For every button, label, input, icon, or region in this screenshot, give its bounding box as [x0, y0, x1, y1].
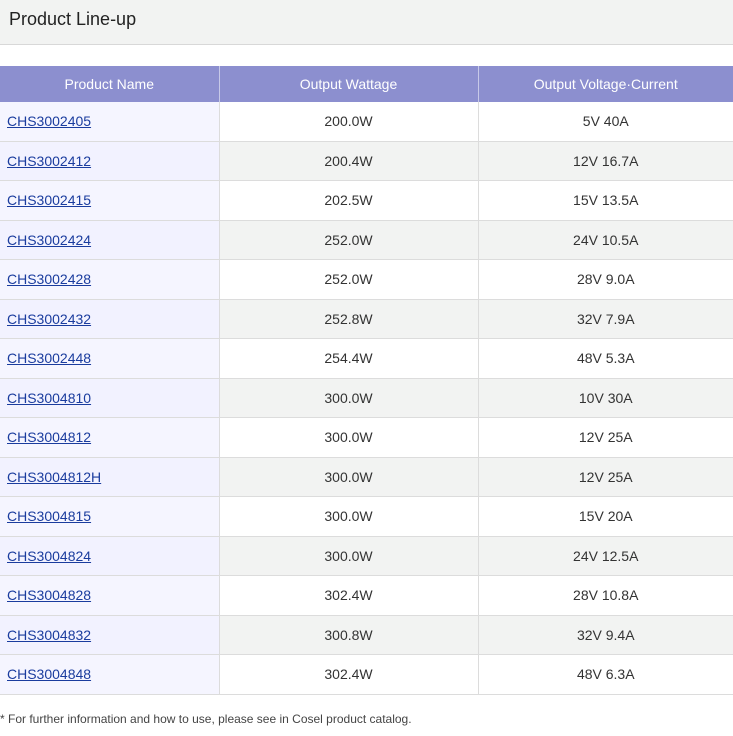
table-row: CHS3004848 302.4W 48V 6.3A: [0, 654, 733, 695]
product-name-cell: CHS3004828: [0, 575, 220, 616]
table-row: CHS3004812 300.0W 12V 25A: [0, 417, 733, 458]
product-name-cell: CHS3004812H: [0, 457, 220, 497]
product-name-cell: CHS3004812: [0, 417, 220, 458]
output-wattage-cell: 302.4W: [219, 575, 479, 616]
output-voltage-current-cell: 32V 9.4A: [478, 615, 733, 655]
output-voltage-current-cell: 32V 7.9A: [478, 299, 733, 339]
column-header-output-voltage-current: Output Voltage·Current: [478, 66, 733, 102]
output-voltage-current-cell: 15V 13.5A: [478, 180, 733, 221]
output-wattage-cell: 300.0W: [219, 496, 479, 537]
product-link[interactable]: CHS3002428: [7, 271, 92, 288]
product-name-cell: CHS3002424: [0, 220, 220, 260]
product-link[interactable]: CHS3004828: [7, 587, 92, 604]
output-wattage-cell: 252.8W: [219, 299, 479, 339]
output-wattage-cell: 200.4W: [219, 141, 479, 181]
output-wattage-cell: 200.0W: [219, 102, 479, 142]
product-link[interactable]: CHS3004832: [7, 626, 92, 643]
output-voltage-current-cell: 24V 12.5A: [478, 536, 733, 576]
table-row: CHS3004832 300.8W 32V 9.4A: [0, 615, 733, 655]
product-name-cell: CHS3002428: [0, 259, 220, 300]
output-voltage-current-cell: 12V 16.7A: [478, 141, 733, 181]
column-header-output-wattage: Output Wattage: [219, 66, 479, 102]
column-header-product-name: Product Name: [0, 66, 220, 102]
output-voltage-current-cell: 28V 9.0A: [478, 259, 733, 300]
output-voltage-current-cell: 15V 20A: [478, 496, 733, 537]
table-row: CHS3002448 254.4W 48V 5.3A: [0, 338, 733, 379]
product-name-cell: CHS3004810: [0, 378, 220, 418]
product-link[interactable]: CHS3004824: [7, 547, 92, 564]
product-link[interactable]: CHS3002448: [7, 350, 92, 367]
footnote: * For further information and how to use…: [0, 712, 412, 726]
product-name-cell: CHS3004848: [0, 654, 220, 695]
page-title: Product Line-up: [9, 9, 137, 29]
table-header-row: Product Name Output Wattage Output Volta…: [0, 66, 733, 102]
table-row: CHS3004812H 300.0W 12V 25A: [0, 457, 733, 497]
product-name-cell: CHS3004824: [0, 536, 220, 576]
product-name-cell: CHS3004815: [0, 496, 220, 537]
output-voltage-current-cell: 48V 5.3A: [478, 338, 733, 379]
product-link[interactable]: CHS3002412: [7, 152, 92, 169]
product-link[interactable]: CHS3002405: [7, 113, 92, 130]
table-row: CHS3002424 252.0W 24V 10.5A: [0, 220, 733, 260]
output-wattage-cell: 252.0W: [219, 259, 479, 300]
product-link[interactable]: CHS3002424: [7, 231, 92, 248]
output-wattage-cell: 300.0W: [219, 457, 479, 497]
table-row: CHS3002428 252.0W 28V 9.0A: [0, 259, 733, 300]
output-voltage-current-cell: 12V 25A: [478, 417, 733, 458]
output-wattage-cell: 300.8W: [219, 615, 479, 655]
table-row: CHS3002415 202.5W 15V 13.5A: [0, 180, 733, 221]
output-wattage-cell: 300.0W: [219, 378, 479, 418]
product-link[interactable]: CHS3004848: [7, 666, 92, 683]
output-wattage-cell: 202.5W: [219, 180, 479, 221]
product-name-cell: CHS3002412: [0, 141, 220, 181]
product-name-cell: CHS3004832: [0, 615, 220, 655]
table-row: CHS3004815 300.0W 15V 20A: [0, 496, 733, 537]
product-link[interactable]: CHS3002415: [7, 192, 92, 209]
product-name-cell: CHS3002405: [0, 102, 220, 142]
product-name-cell: CHS3002432: [0, 299, 220, 339]
product-link[interactable]: CHS3004810: [7, 389, 92, 406]
table-row: CHS3002412 200.4W 12V 16.7A: [0, 141, 733, 181]
table-row: CHS3002405 200.0W 5V 40A: [0, 102, 733, 142]
product-link[interactable]: CHS3004812: [7, 429, 92, 446]
output-voltage-current-cell: 48V 6.3A: [478, 654, 733, 695]
output-voltage-current-cell: 28V 10.8A: [478, 575, 733, 616]
output-wattage-cell: 254.4W: [219, 338, 479, 379]
product-name-cell: CHS3002448: [0, 338, 220, 379]
table-row: CHS3004828 302.4W 28V 10.8A: [0, 575, 733, 616]
section-header: Product Line-up: [0, 0, 733, 45]
product-link[interactable]: CHS3004815: [7, 508, 92, 525]
product-name-cell: CHS3002415: [0, 180, 220, 221]
output-voltage-current-cell: 10V 30A: [478, 378, 733, 418]
output-voltage-current-cell: 12V 25A: [478, 457, 733, 497]
output-voltage-current-cell: 24V 10.5A: [478, 220, 733, 260]
output-wattage-cell: 300.0W: [219, 417, 479, 458]
output-wattage-cell: 302.4W: [219, 654, 479, 695]
table-row: CHS3002432 252.8W 32V 7.9A: [0, 299, 733, 339]
output-wattage-cell: 252.0W: [219, 220, 479, 260]
product-link[interactable]: CHS3004812H: [7, 468, 102, 485]
product-link[interactable]: CHS3002432: [7, 310, 92, 327]
output-wattage-cell: 300.0W: [219, 536, 479, 576]
product-lineup-table: Product Name Output Wattage Output Volta…: [0, 66, 733, 695]
output-voltage-current-cell: 5V 40A: [478, 102, 733, 142]
table-row: CHS3004810 300.0W 10V 30A: [0, 378, 733, 418]
table-row: CHS3004824 300.0W 24V 12.5A: [0, 536, 733, 576]
